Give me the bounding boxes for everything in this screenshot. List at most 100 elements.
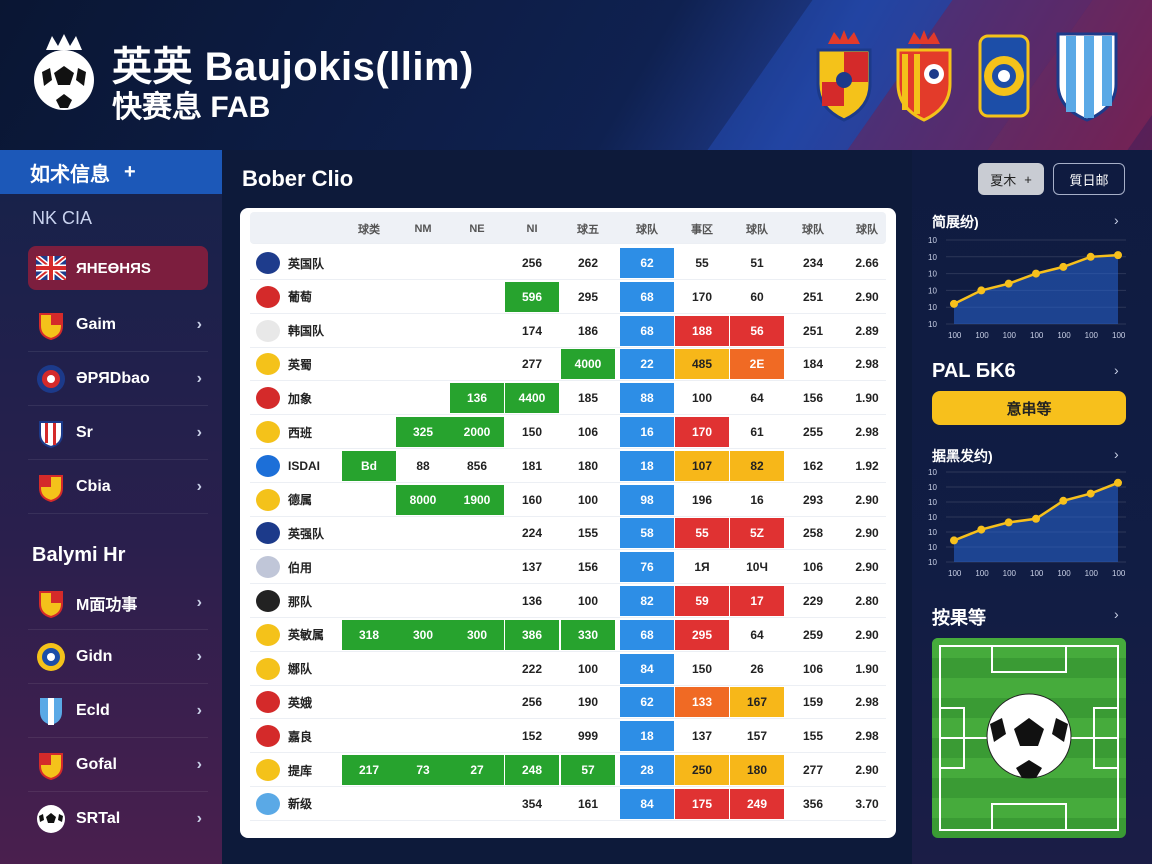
table-cell: 64: [750, 627, 764, 642]
table-cell: 137: [691, 729, 713, 744]
club-crest-icon[interactable]: [814, 28, 874, 122]
y-tick-label: 10: [928, 468, 937, 477]
column-header[interactable]: 球类: [358, 224, 380, 236]
table-row[interactable]: 英蜀 277 4000 22 485 2E 184 2.98: [250, 347, 886, 382]
column-header[interactable]: NI: [526, 223, 538, 235]
team-cell[interactable]: 英敏属: [256, 622, 324, 648]
table-row[interactable]: 提库 217 73 27 248 57 28 250 180 277 2.90: [250, 753, 886, 787]
team-flag-icon: [256, 252, 280, 274]
crest-icon: [36, 472, 66, 502]
chevron-right-icon[interactable]: ›: [1114, 362, 1119, 378]
team-cell[interactable]: 西班: [256, 419, 312, 445]
team-cell[interactable]: 英国队: [256, 250, 324, 276]
sidebar-section-title: Balymi Hr: [32, 544, 126, 566]
table-cell: [396, 654, 450, 684]
column-header[interactable]: 球队: [856, 224, 878, 236]
table-cell: [450, 349, 504, 379]
club-crest-icon[interactable]: [1054, 28, 1120, 122]
team-cell[interactable]: 德属: [256, 487, 312, 513]
chevron-right-icon[interactable]: ›: [1114, 606, 1119, 622]
chevron-right-icon[interactable]: ›: [1114, 446, 1119, 462]
column-header[interactable]: 球队: [802, 224, 824, 236]
table-cell: 100: [691, 391, 713, 406]
table-row[interactable]: 葡萄 596 295 68 170 60 251 2.90: [250, 280, 886, 314]
sidebar-item[interactable]: Ecld ›: [28, 684, 208, 738]
team-cell[interactable]: 那队: [256, 588, 312, 614]
pitch-title: 按果等: [932, 608, 986, 628]
sidebar-item[interactable]: ƏPЯDbao ›: [28, 352, 208, 406]
table-cell: 277: [521, 357, 543, 372]
table-cell: [396, 282, 450, 312]
team-cell[interactable]: 韩国队: [256, 318, 324, 344]
team-flag-icon: [256, 488, 280, 511]
team-cell[interactable]: 提库: [256, 757, 312, 783]
sidebar-item[interactable]: Cbia ›: [28, 460, 208, 514]
data-point: [1032, 514, 1040, 523]
sidebar-item[interactable]: Gofal ›: [28, 738, 208, 792]
club-crest-icon[interactable]: [894, 28, 954, 122]
table-row[interactable]: 娜队 222 100 84 150 26 106 1.90: [250, 652, 886, 686]
table-cell: 88: [620, 383, 674, 414]
table-row[interactable]: 嘉良 152 999 18 137 157 155 2.98: [250, 719, 886, 754]
team-cell[interactable]: 新级: [256, 791, 312, 817]
table-row[interactable]: 那队 136 100 82 59 17 229 2.80: [250, 584, 886, 618]
team-cell[interactable]: 伯用: [256, 554, 312, 580]
table-row[interactable]: 西班 325 2000 150 106 16 170 61 255 2.98: [250, 415, 886, 449]
chevron-right-icon: ›: [196, 369, 202, 387]
sidebar-item[interactable]: Gaim ›: [28, 298, 208, 352]
table-row[interactable]: ISDAI Bd 88 856 181 180 18 107 82 162 1.92: [250, 449, 886, 483]
data-point: [977, 286, 986, 295]
sidebar-item[interactable]: M面功事 ›: [28, 576, 208, 630]
add-filter-button[interactable]: 夏木 +: [978, 163, 1044, 195]
team-cell[interactable]: 英蜀: [256, 351, 312, 377]
table-cell: 2.80: [855, 594, 879, 608]
sidebar-item[interactable]: Gidn ›: [28, 630, 208, 684]
column-header[interactable]: NE: [469, 223, 485, 235]
table-row[interactable]: 英敏属 318 300 300 386 330 68 295 64 259 2.90: [250, 618, 886, 652]
column-header[interactable]: NM: [414, 223, 432, 235]
team-cell[interactable]: ISDAI: [256, 453, 320, 479]
column-header[interactable]: 球队: [746, 224, 768, 236]
date-button[interactable]: 質日邮: [1053, 163, 1125, 195]
table-row[interactable]: 韩国队 174 186 68 188 56 251 2.89: [250, 314, 886, 348]
blue-shield-icon: [36, 696, 66, 726]
table-header-row: 球类 NM NE NI 球五 球队 事区 球队 球队 球队: [250, 212, 886, 244]
sidebar-item-label: Gidn: [76, 647, 113, 665]
table-row[interactable]: 伯用 137 156 76 1Я 10Ч 106 2.90: [250, 550, 886, 585]
table-cell: [450, 654, 504, 684]
table-row[interactable]: 英国队 256 262 62 55 51 234 2.66: [250, 246, 886, 280]
table-cell: 4400: [505, 383, 559, 414]
table-row[interactable]: 英强队 224 155 58 55 5Z 258 2.90: [250, 516, 886, 551]
team-cell[interactable]: 英强队: [256, 520, 324, 546]
sidebar-item[interactable]: Sr ›: [28, 406, 208, 460]
page-title: Bober Clio: [242, 166, 354, 191]
add-icon[interactable]: +: [124, 160, 136, 183]
table-row[interactable]: 新级 354 161 84 175 249 356 3.70: [250, 787, 886, 821]
team-cell[interactable]: 加象: [256, 385, 312, 411]
section-heading: PAL БK6: [932, 360, 1016, 382]
team-name: 英娥: [288, 695, 313, 710]
table-cell: 64: [750, 391, 764, 406]
table-row[interactable]: 德属 8000 1900 160 100 98 196 16 293 2.90: [250, 483, 886, 517]
x-tick-label: 100: [1085, 569, 1099, 578]
column-header[interactable]: 事区: [691, 224, 713, 236]
team-cell[interactable]: 葡萄: [256, 284, 312, 310]
table-row[interactable]: 加象 136 4400 185 88 100 64 156 1.90: [250, 381, 886, 416]
column-header[interactable]: 球五: [577, 224, 599, 236]
sidebar-item-active[interactable]: ЯНЕӨНЯS: [28, 246, 208, 290]
x-tick-label: 100: [1085, 331, 1099, 340]
club-crest-icon[interactable]: [974, 28, 1034, 122]
table-row[interactable]: 英娥 256 190 62 133 167 159 2.98: [250, 685, 886, 720]
primary-button[interactable]: 意串等: [932, 391, 1126, 425]
table-cell: 300: [396, 619, 450, 650]
team-cell[interactable]: 英娥: [256, 689, 312, 715]
table-cell: [342, 248, 396, 278]
table-cell: 170: [675, 417, 729, 447]
table-cell: 325: [396, 417, 450, 447]
team-cell[interactable]: 嘉良: [256, 723, 312, 749]
column-header[interactable]: 球队: [636, 224, 658, 236]
sidebar-item[interactable]: SRTal ›: [28, 792, 208, 846]
team-cell[interactable]: 娜队: [256, 656, 312, 682]
sidebar-header[interactable]: 如术信息 +: [0, 150, 222, 194]
chevron-right-icon[interactable]: ›: [1114, 212, 1119, 228]
